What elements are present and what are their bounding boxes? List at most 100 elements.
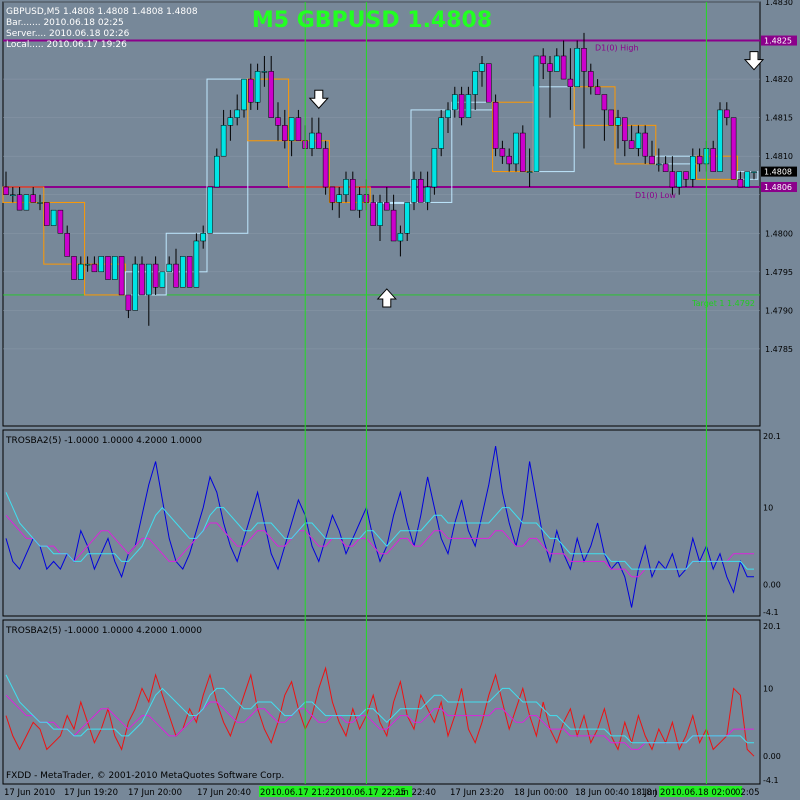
price-tick-label: 1.4800 xyxy=(765,229,793,238)
down-arrow-icon xyxy=(308,89,329,109)
higher-tf-box xyxy=(288,140,330,188)
candle-body xyxy=(44,202,50,226)
candle-body xyxy=(384,202,390,211)
down-arrow-icon xyxy=(743,51,765,71)
candle-body xyxy=(16,194,23,211)
candle-body xyxy=(717,109,723,172)
candle-body xyxy=(254,71,261,103)
candle-body xyxy=(506,155,512,165)
time-tick-label: 2010.06.18 02:00 xyxy=(660,788,736,798)
candle-body xyxy=(649,155,655,165)
indicator1-label: TROSBA2(5) -1.0000 1.0000 4.2000 1.0000 xyxy=(5,436,202,446)
candle-body xyxy=(10,194,16,196)
candle-body xyxy=(3,186,9,195)
time-axis: 17 Jun 2010 17 Jun 19:20 17 Jun 20:00 17 Ju… xyxy=(4,786,760,798)
candle-body xyxy=(452,94,458,111)
higher-tf-box xyxy=(247,78,290,142)
candle-body xyxy=(214,155,220,188)
indicator-tick-label: 10 xyxy=(763,504,773,513)
higher-tf-box xyxy=(573,86,616,126)
price-tick-label: 1.4810 xyxy=(765,152,793,161)
candle-body xyxy=(193,240,200,288)
candle-body xyxy=(540,55,546,64)
candle-body xyxy=(465,94,472,118)
bar-time-line: Bar....... 2010.06.18 02:25 xyxy=(6,18,124,28)
candle-body xyxy=(356,194,363,211)
candle-body xyxy=(91,263,98,273)
level-label: D1(0) High xyxy=(595,44,639,53)
candle-body xyxy=(751,171,757,173)
candle-body xyxy=(492,101,499,149)
higher-tf-box xyxy=(124,271,167,296)
level-price-tag-text: 1.4806 xyxy=(764,183,792,192)
candle-body xyxy=(418,179,424,203)
candle-body xyxy=(445,109,451,118)
candle-body xyxy=(404,202,410,234)
candle-body xyxy=(370,202,376,226)
indicator2-label: TROSBA2(5) -1.0000 1.0000 4.2000 1.0000 xyxy=(5,626,202,636)
time-tick-label: 18 Jun 01:20 xyxy=(631,788,685,798)
indicator2-panel-frame xyxy=(2,619,761,785)
price-tick-label: 1.4830 xyxy=(765,0,793,7)
time-tick-label: 18 Jun 00:40 xyxy=(575,788,629,798)
candle-body xyxy=(676,171,682,188)
candle-body xyxy=(105,256,111,280)
time-tick-label: 2010.06.17 22:25 xyxy=(330,788,406,798)
time-tick-label: 2010.06.17 21:25 xyxy=(260,788,336,798)
candle-body xyxy=(186,256,193,288)
time-tick-label: 02:05 xyxy=(735,788,760,798)
indicator-tick-label: 0.00 xyxy=(763,580,781,589)
current-price-tag xyxy=(761,166,797,177)
candle-body xyxy=(139,263,145,296)
candle-body xyxy=(547,63,553,72)
candle-body xyxy=(350,179,356,211)
higher-tf-box xyxy=(492,101,534,173)
price-axis: 1.4808 1.4830 1.4820 1.4815 1.4810 1.4800 1.47… xyxy=(761,0,797,785)
higher-tf-box xyxy=(328,186,371,203)
chart-title: M5 GBPUSD 1.4808 xyxy=(252,8,492,33)
candle-body xyxy=(64,233,70,257)
candle-body xyxy=(696,155,703,165)
indicator-tick-label: 0.00 xyxy=(763,752,781,761)
candle-body xyxy=(499,148,506,157)
time-tick-label: un 22:40 xyxy=(398,788,436,798)
candle-body xyxy=(316,132,322,149)
vertical-markers xyxy=(304,2,707,784)
candle-body xyxy=(220,125,227,157)
candle-body xyxy=(295,117,302,142)
higher-tf-box xyxy=(206,78,249,234)
candle-body xyxy=(472,71,478,95)
candle-body xyxy=(574,48,580,88)
level-price-tag xyxy=(761,35,797,46)
higher-tf-box xyxy=(410,109,453,203)
symbol-line: GBPUSD,M5 1.4808 1.4808 1.4808 1.4808 xyxy=(6,7,198,17)
indicator2-lines xyxy=(5,666,755,757)
blue-series-line xyxy=(5,446,754,608)
candle-body xyxy=(288,117,295,142)
candle-body xyxy=(581,48,587,72)
indicator1-panel-frame xyxy=(2,429,761,617)
copyright-text: FXDD - MetaTrader, © 2001-2010 MetaQuote… xyxy=(6,771,284,781)
candle-body xyxy=(560,55,567,80)
candle-body xyxy=(336,194,342,203)
candle-body xyxy=(744,171,750,188)
candle-body xyxy=(23,194,30,211)
higher-tf-box xyxy=(451,101,494,111)
signal-arrows xyxy=(308,51,765,308)
time-label-highlight xyxy=(329,786,413,797)
candle-body xyxy=(248,78,254,103)
price-tick-label: 1.4785 xyxy=(765,345,793,354)
candle-body xyxy=(78,263,84,280)
time-tick-label: 17 Jun 19:20 xyxy=(64,788,118,798)
candle-body xyxy=(146,263,152,296)
candle-body xyxy=(322,148,329,188)
candle-body xyxy=(200,233,206,242)
candle-body xyxy=(486,63,492,103)
candle-body xyxy=(588,71,594,88)
candle-body xyxy=(377,202,383,226)
candle-body xyxy=(567,78,574,88)
time-tick-label: 17 Jun 20:00 xyxy=(128,788,182,798)
higher-tf-box xyxy=(532,86,575,173)
candle-body xyxy=(98,256,104,273)
candle-body xyxy=(533,55,540,172)
